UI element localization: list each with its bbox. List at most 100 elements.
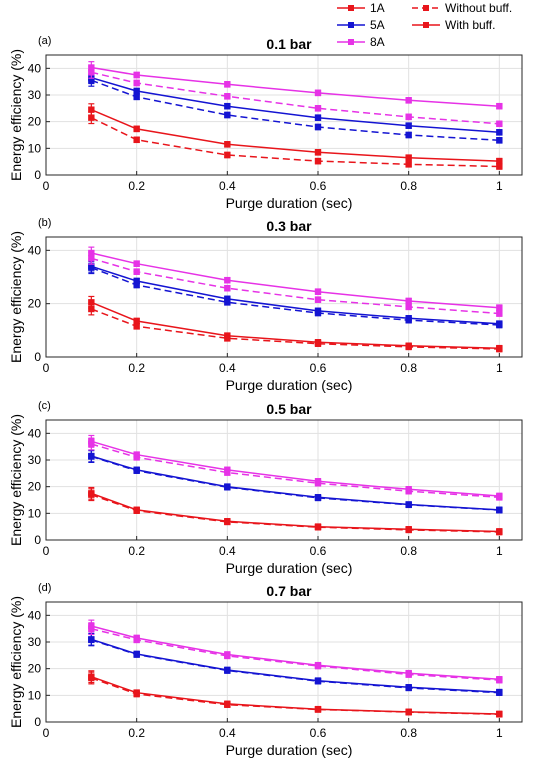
panel-label: (c) xyxy=(38,400,51,412)
data-point xyxy=(405,131,412,139)
x-tick-label: 1 xyxy=(496,726,503,740)
series-line xyxy=(91,76,500,134)
x-tick-label: 0 xyxy=(43,361,50,375)
data-point xyxy=(133,87,140,95)
x-tick-label: 0.4 xyxy=(219,361,236,375)
y-tick-label: 30 xyxy=(28,453,42,467)
data-point xyxy=(405,303,412,311)
y-tick-label: 20 xyxy=(28,480,42,494)
legend-label: 8A xyxy=(370,35,385,49)
series-8A-without-buff xyxy=(88,437,503,501)
chart-title: 0.3 bar xyxy=(266,218,312,234)
legend-marker xyxy=(423,5,429,11)
data-point xyxy=(496,129,503,136)
y-tick-label: 0 xyxy=(34,533,41,547)
panel-label: (a) xyxy=(38,35,51,47)
legend-label: 5A xyxy=(370,18,385,32)
x-axis-label: Purge duration (sec) xyxy=(226,560,353,576)
data-point xyxy=(224,285,231,292)
data-point xyxy=(133,507,140,514)
plot-area xyxy=(46,237,522,357)
series-line xyxy=(91,455,500,511)
series-1A-without-buff xyxy=(88,302,503,353)
x-tick-label: 0.8 xyxy=(400,726,417,740)
data-point xyxy=(405,154,412,161)
data-point xyxy=(314,309,322,317)
data-point xyxy=(88,255,95,262)
y-axis-label: Energy efficiency (%) xyxy=(8,414,24,546)
data-point xyxy=(133,136,140,143)
series-8A-with-buff xyxy=(88,61,503,110)
data-point xyxy=(405,161,412,168)
x-tick-label: 0.4 xyxy=(219,726,236,740)
data-point xyxy=(133,454,140,461)
data-point xyxy=(224,518,231,526)
series-5A-without-buff xyxy=(88,73,503,144)
x-tick-label: 0.2 xyxy=(128,726,145,740)
series-line xyxy=(91,252,500,309)
plot-area xyxy=(46,55,522,175)
data-point xyxy=(224,667,231,674)
x-tick-label: 0.8 xyxy=(400,361,417,375)
legend-label: Without buff. xyxy=(445,1,512,15)
series-5A-without-buff xyxy=(88,261,503,329)
data-point xyxy=(133,93,140,101)
axes-frame xyxy=(45,236,523,358)
y-tick-label: 0 xyxy=(34,350,41,364)
data-point xyxy=(88,77,95,84)
x-tick-label: 0.2 xyxy=(128,544,145,558)
data-point xyxy=(88,625,95,632)
x-axis-label: Purge duration (sec) xyxy=(226,377,353,393)
data-point xyxy=(314,123,322,131)
x-axis-label: Purge duration (sec) xyxy=(226,195,353,211)
legend-marker xyxy=(348,5,354,11)
chart-title: 0.1 bar xyxy=(266,36,312,52)
x-tick-label: 0.6 xyxy=(310,726,327,740)
y-axis-label: Energy efficiency (%) xyxy=(8,231,24,363)
series-line xyxy=(91,440,500,497)
data-point xyxy=(224,335,231,342)
data-point xyxy=(405,488,412,495)
y-tick-label: 10 xyxy=(28,506,42,520)
series-1A-without-buff xyxy=(88,671,503,718)
series-line xyxy=(91,627,500,681)
series-line xyxy=(91,639,500,694)
y-tick-label: 40 xyxy=(28,61,42,75)
data-point xyxy=(314,149,322,156)
data-point xyxy=(314,480,322,487)
series-8A-without-buff xyxy=(88,251,503,317)
x-tick-label: 0.8 xyxy=(400,179,417,193)
series-1A-without-buff xyxy=(88,488,503,536)
y-tick-label: 10 xyxy=(28,688,42,702)
chart-panel: 0 0.2 0.4 0.6 0.8 1 0 20 40 (b) 0.3 bar Purge durat… xyxy=(8,217,523,393)
data-point xyxy=(133,268,140,275)
data-point xyxy=(88,299,95,306)
data-point xyxy=(133,323,140,330)
y-tick-label: 20 xyxy=(28,297,42,311)
series-line xyxy=(91,301,500,349)
data-point xyxy=(405,297,412,305)
legend-entry: 1A xyxy=(337,1,385,15)
data-point xyxy=(224,652,231,660)
data-point xyxy=(224,469,231,476)
data-point xyxy=(405,317,412,324)
data-point xyxy=(496,137,503,144)
data-point xyxy=(224,151,231,159)
data-point xyxy=(405,113,412,121)
x-tick-label: 0.2 xyxy=(128,361,145,375)
data-point xyxy=(133,79,140,87)
data-point xyxy=(133,281,140,289)
legend-label: 1A xyxy=(370,1,385,15)
data-point xyxy=(88,491,95,498)
data-point xyxy=(224,111,231,119)
data-point xyxy=(496,304,503,311)
series-1A-with-buff xyxy=(88,103,503,165)
data-point xyxy=(133,636,140,644)
x-tick-label: 0.4 xyxy=(219,179,236,193)
data-point xyxy=(88,106,95,113)
data-point xyxy=(405,684,412,692)
data-point xyxy=(314,706,322,713)
series-line xyxy=(90,117,500,168)
data-point xyxy=(88,636,95,644)
